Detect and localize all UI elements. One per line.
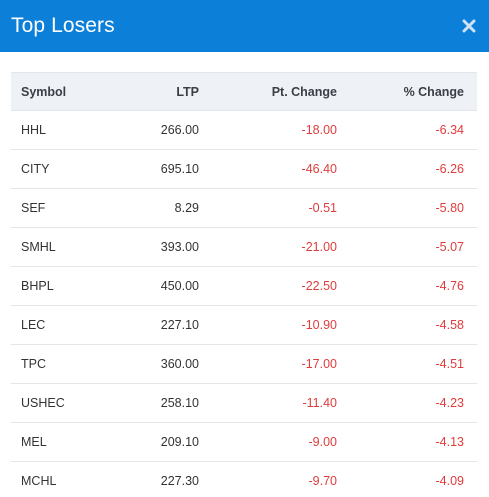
table-row[interactable]: BHPL 450.00 -22.50 -4.76	[11, 266, 477, 306]
cell-pt-change: -17.00	[199, 344, 337, 384]
modal-header: Top Losers	[0, 0, 489, 52]
cell-symbol[interactable]: MEL	[11, 422, 121, 462]
table-row[interactable]: HHL 266.00 -18.00 -6.34	[11, 110, 477, 150]
column-header-symbol[interactable]: Symbol	[11, 72, 121, 111]
column-header-pt-change[interactable]: Pt. Change	[199, 72, 337, 111]
cell-pct-change: -6.34	[337, 110, 477, 150]
cell-pt-change: -9.70	[199, 461, 337, 497]
cell-ltp: 450.00	[121, 266, 199, 306]
cell-ltp: 227.30	[121, 461, 199, 497]
table-row[interactable]: MEL 209.10 -9.00 -4.13	[11, 422, 477, 462]
cell-symbol[interactable]: LEC	[11, 305, 121, 345]
cell-pt-change: -0.51	[199, 188, 337, 228]
cell-ltp: 209.10	[121, 422, 199, 462]
cell-ltp: 266.00	[121, 110, 199, 150]
cell-pt-change: -18.00	[199, 110, 337, 150]
column-header-pct-change[interactable]: % Change	[337, 72, 477, 111]
table-row[interactable]: SMHL 393.00 -21.00 -5.07	[11, 227, 477, 267]
cell-pct-change: -5.80	[337, 188, 477, 228]
table-header-row: Symbol LTP Pt. Change % Change	[11, 72, 477, 111]
cell-pct-change: -5.07	[337, 227, 477, 267]
close-button[interactable]	[459, 16, 479, 36]
losers-table-container: Symbol LTP Pt. Change % Change HHL 266.00…	[11, 72, 477, 497]
cell-pt-change: -10.90	[199, 305, 337, 345]
cell-pct-change: -4.23	[337, 383, 477, 423]
cell-symbol[interactable]: TPC	[11, 344, 121, 384]
cell-symbol[interactable]: SMHL	[11, 227, 121, 267]
cell-pct-change: -6.26	[337, 149, 477, 189]
losers-table: Symbol LTP Pt. Change % Change HHL 266.00…	[11, 72, 477, 497]
cell-pct-change: -4.58	[337, 305, 477, 345]
cell-ltp: 393.00	[121, 227, 199, 267]
cell-pt-change: -11.40	[199, 383, 337, 423]
table-row[interactable]: MCHL 227.30 -9.70 -4.09	[11, 461, 477, 497]
table-row[interactable]: SEF 8.29 -0.51 -5.80	[11, 188, 477, 228]
cell-symbol[interactable]: HHL	[11, 110, 121, 150]
table-row[interactable]: LEC 227.10 -10.90 -4.58	[11, 305, 477, 345]
cell-symbol[interactable]: USHEC	[11, 383, 121, 423]
cell-ltp: 227.10	[121, 305, 199, 345]
cell-ltp: 360.00	[121, 344, 199, 384]
cell-symbol[interactable]: SEF	[11, 188, 121, 228]
cell-pct-change: -4.13	[337, 422, 477, 462]
modal-title: Top Losers	[11, 14, 115, 37]
cell-pct-change: -4.51	[337, 344, 477, 384]
cell-symbol[interactable]: MCHL	[11, 461, 121, 497]
cell-pt-change: -21.00	[199, 227, 337, 267]
cell-pct-change: -4.09	[337, 461, 477, 497]
cell-pt-change: -9.00	[199, 422, 337, 462]
table-row[interactable]: USHEC 258.10 -11.40 -4.23	[11, 383, 477, 423]
cell-symbol[interactable]: CITY	[11, 149, 121, 189]
cell-ltp: 8.29	[121, 188, 199, 228]
cell-symbol[interactable]: BHPL	[11, 266, 121, 306]
cell-ltp: 695.10	[121, 149, 199, 189]
table-row[interactable]: CITY 695.10 -46.40 -6.26	[11, 149, 477, 189]
cell-pt-change: -22.50	[199, 266, 337, 306]
cell-ltp: 258.10	[121, 383, 199, 423]
column-header-ltp[interactable]: LTP	[121, 72, 199, 111]
cell-pt-change: -46.40	[199, 149, 337, 189]
table-row[interactable]: TPC 360.00 -17.00 -4.51	[11, 344, 477, 384]
close-icon	[462, 19, 476, 33]
cell-pct-change: -4.76	[337, 266, 477, 306]
